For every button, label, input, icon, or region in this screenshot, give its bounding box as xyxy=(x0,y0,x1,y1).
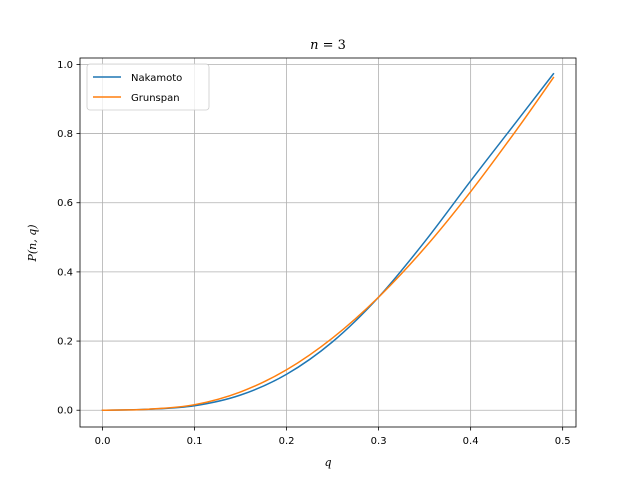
legend-label-nakamoto: Nakamoto xyxy=(131,73,182,84)
legend: Nakamoto Grunspan xyxy=(86,63,210,111)
axes-frame xyxy=(79,57,577,428)
grid xyxy=(80,58,576,427)
x-tick-label: 0.5 xyxy=(555,436,571,447)
legend-label-grunspan: Grunspan xyxy=(131,93,180,104)
y-tick-label: 0.0 xyxy=(57,406,73,417)
x-tick-label: 0.0 xyxy=(95,436,111,447)
y-tick-label: 0.4 xyxy=(57,267,73,278)
y-tick-label: 1.0 xyxy=(57,60,73,71)
y-axis-label: P(n, q) xyxy=(26,224,39,262)
x-tick-label: 0.1 xyxy=(187,436,203,447)
chart-title: n = 3 xyxy=(310,38,346,53)
x-tick-label: 0.2 xyxy=(279,436,295,447)
legend-box xyxy=(86,63,210,111)
ticks: 0.0 0.1 0.2 0.3 0.4 0.5 0.0 0.2 0.4 0.6 0.8 1.0 xyxy=(57,60,571,447)
x-axis-label: q xyxy=(324,456,331,469)
series-line-grunspan xyxy=(101,76,555,411)
y-tick-label: 0.8 xyxy=(57,129,73,140)
x-tick-label: 0.3 xyxy=(371,436,387,447)
series-lines xyxy=(101,72,555,411)
x-tick-label: 0.4 xyxy=(463,436,479,447)
series-line-nakamoto xyxy=(101,72,555,411)
y-tick-label: 0.2 xyxy=(57,337,73,348)
y-tick-label: 0.6 xyxy=(57,198,73,209)
